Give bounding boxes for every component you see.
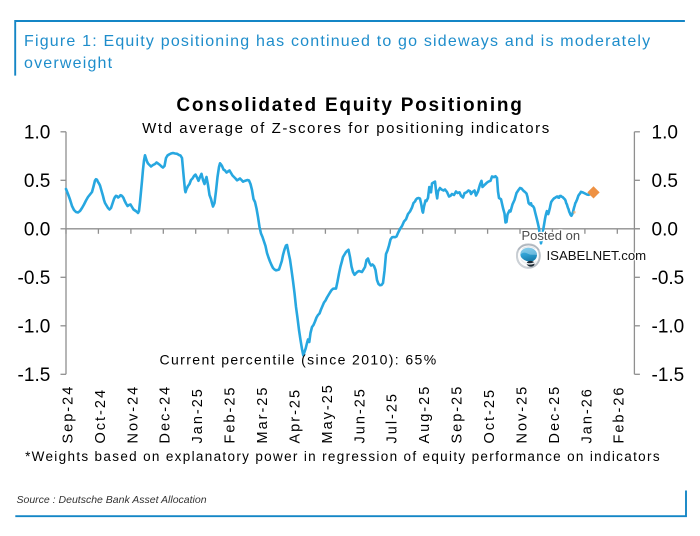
svg-text:-1.0: -1.0 xyxy=(18,317,51,338)
svg-text:-1.5: -1.5 xyxy=(18,365,51,386)
svg-text:Oct-24: Oct-24 xyxy=(93,388,109,444)
svg-text:Dec-24: Dec-24 xyxy=(158,385,174,444)
svg-text:Current percentile (since 2010: Current percentile (since 2010): 65% xyxy=(160,352,438,368)
svg-text:Jan-26: Jan-26 xyxy=(579,387,595,443)
svg-text:Jun-25: Jun-25 xyxy=(352,387,368,443)
svg-text:Jan-25: Jan-25 xyxy=(190,387,206,443)
svg-text:Mar-25: Mar-25 xyxy=(255,386,271,444)
svg-text:Posted on: Posted on xyxy=(522,228,581,243)
svg-text:ISABELNET.com: ISABELNET.com xyxy=(547,248,647,263)
svg-text:Sep-25: Sep-25 xyxy=(450,385,466,444)
svg-text:-0.5: -0.5 xyxy=(652,268,685,289)
svg-text:Consolidated Equity Positionin: Consolidated Equity Positioning xyxy=(176,95,523,116)
svg-text:1.0: 1.0 xyxy=(652,123,678,144)
svg-text:Sep-24: Sep-24 xyxy=(60,385,76,444)
svg-text:Source : Deutsche Bank Asset A: Source : Deutsche Bank Asset Allocation xyxy=(17,494,207,506)
svg-text:*Weights based on explanatory: *Weights based on explanatory power in r… xyxy=(25,449,661,464)
svg-text:May-25: May-25 xyxy=(320,383,336,443)
svg-text:Feb-26: Feb-26 xyxy=(612,386,628,444)
svg-text:Nov-25: Nov-25 xyxy=(514,385,530,444)
svg-text:Oct-25: Oct-25 xyxy=(482,388,498,444)
svg-text:0.5: 0.5 xyxy=(652,171,678,192)
svg-text:Aug-25: Aug-25 xyxy=(417,385,433,444)
svg-text:Nov-24: Nov-24 xyxy=(125,385,141,444)
svg-text:overweight: overweight xyxy=(24,55,113,72)
svg-text:0.0: 0.0 xyxy=(24,220,50,241)
svg-text:-1.5: -1.5 xyxy=(652,365,685,386)
svg-text:Jul-25: Jul-25 xyxy=(385,392,401,444)
svg-text:0.0: 0.0 xyxy=(652,220,678,241)
svg-text:Figure 1: Equity positioning h: Figure 1: Equity positioning has continu… xyxy=(24,33,651,50)
svg-text:Apr-25: Apr-25 xyxy=(287,388,303,444)
svg-text:Wtd average of Z-scores for po: Wtd average of Z-scores for positioning … xyxy=(142,120,551,137)
svg-text:1.0: 1.0 xyxy=(24,123,50,144)
svg-text:-1.0: -1.0 xyxy=(652,317,685,338)
svg-text:Dec-25: Dec-25 xyxy=(547,385,563,444)
svg-text:Feb-25: Feb-25 xyxy=(223,386,239,444)
svg-text:-0.5: -0.5 xyxy=(18,268,51,289)
svg-text:0.5: 0.5 xyxy=(24,171,50,192)
